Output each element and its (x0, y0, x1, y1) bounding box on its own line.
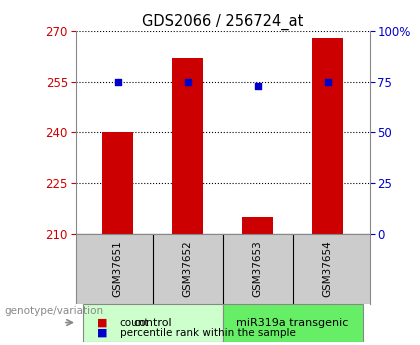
Bar (172, 58, 203, 234)
Text: count: count (120, 318, 149, 327)
Bar (242, 217, 273, 234)
Text: miR319a transgenic: miR319a transgenic (236, 317, 349, 327)
Point (114, 79, 121, 85)
Text: control: control (133, 317, 172, 327)
Bar (223, 304, 362, 342)
Text: ■: ■ (97, 328, 107, 338)
Text: genotype/variation: genotype/variation (4, 306, 103, 315)
Point (254, 83, 261, 89)
Text: GSM37651: GSM37651 (113, 240, 123, 297)
Point (324, 79, 331, 85)
Text: ■: ■ (97, 318, 107, 327)
Bar (102, 132, 134, 234)
Bar (83, 304, 223, 342)
Text: GSM37653: GSM37653 (252, 240, 262, 297)
Bar (312, 38, 344, 234)
Text: percentile rank within the sample: percentile rank within the sample (120, 328, 296, 338)
Point (184, 79, 191, 85)
Text: GSM37654: GSM37654 (323, 240, 333, 297)
Text: GSM37652: GSM37652 (183, 240, 193, 297)
Title: GDS2066 / 256724_at: GDS2066 / 256724_at (142, 13, 303, 30)
